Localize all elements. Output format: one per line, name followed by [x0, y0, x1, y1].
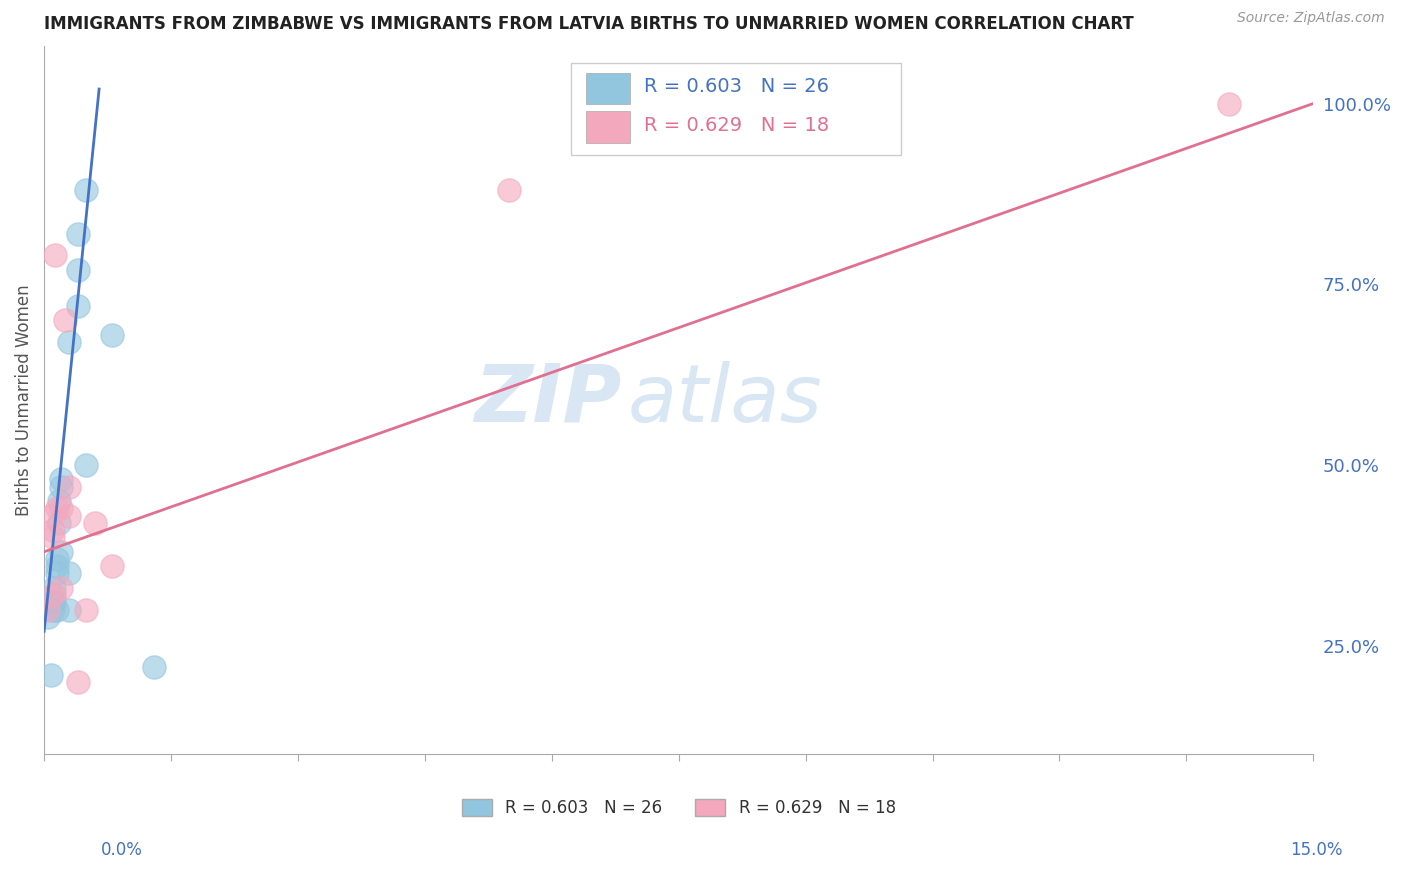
Point	[58, 335, 80, 350]
Text: IMMIGRANTS FROM ZIMBABWE VS IMMIGRANTS FROM LATVIA BIRTHS TO UNMARRIED WOMEN COR: IMMIGRANTS FROM ZIMBABWE VS IMMIGRANTS F…	[44, 15, 1133, 33]
Point	[39, 667, 62, 681]
Text: R = 0.603   N = 26: R = 0.603 N = 26	[644, 78, 830, 96]
Text: atlas: atlas	[628, 361, 823, 439]
Point	[75, 602, 97, 616]
Point	[58, 508, 80, 523]
Point	[49, 501, 72, 516]
Point	[66, 262, 89, 277]
Point	[83, 516, 105, 530]
Point	[75, 183, 97, 197]
Legend: R = 0.603   N = 26, R = 0.629   N = 18: R = 0.603 N = 26, R = 0.629 N = 18	[461, 798, 896, 817]
Point	[39, 508, 62, 523]
Point	[58, 566, 80, 581]
Point	[49, 473, 72, 487]
Point	[45, 501, 67, 516]
Point	[66, 299, 89, 313]
Point	[41, 595, 63, 609]
Bar	[571, 63, 901, 155]
Text: ZIP: ZIP	[474, 361, 621, 439]
Point	[58, 602, 80, 616]
Point	[37, 610, 59, 624]
Bar	[586, 111, 630, 143]
Point	[44, 595, 66, 609]
Point	[49, 545, 72, 559]
Point	[44, 248, 66, 262]
Point	[49, 480, 72, 494]
Point	[44, 588, 66, 602]
Point	[75, 458, 97, 472]
Point	[45, 552, 67, 566]
Point	[41, 530, 63, 544]
Point	[58, 480, 80, 494]
Point	[45, 602, 67, 616]
Point	[66, 674, 89, 689]
Point	[66, 227, 89, 241]
Text: Source: ZipAtlas.com: Source: ZipAtlas.com	[1237, 11, 1385, 25]
Point	[44, 581, 66, 595]
Text: R = 0.629   N = 18: R = 0.629 N = 18	[644, 116, 830, 135]
Point	[48, 494, 70, 508]
Y-axis label: Births to Unmarried Women: Births to Unmarried Women	[15, 285, 32, 516]
Point	[1218, 96, 1240, 111]
Point	[41, 602, 63, 616]
Point	[45, 559, 67, 574]
Point	[41, 588, 63, 602]
Point	[49, 581, 72, 595]
Point	[45, 566, 67, 581]
Point	[48, 516, 70, 530]
Text: 15.0%: 15.0%	[1291, 841, 1343, 859]
Point	[41, 523, 63, 537]
Text: 0.0%: 0.0%	[101, 841, 143, 859]
Point	[143, 660, 166, 674]
Point	[37, 602, 59, 616]
Point	[101, 559, 124, 574]
Point	[53, 313, 76, 327]
Bar	[586, 72, 630, 104]
Point	[498, 183, 520, 197]
Point	[101, 327, 124, 342]
